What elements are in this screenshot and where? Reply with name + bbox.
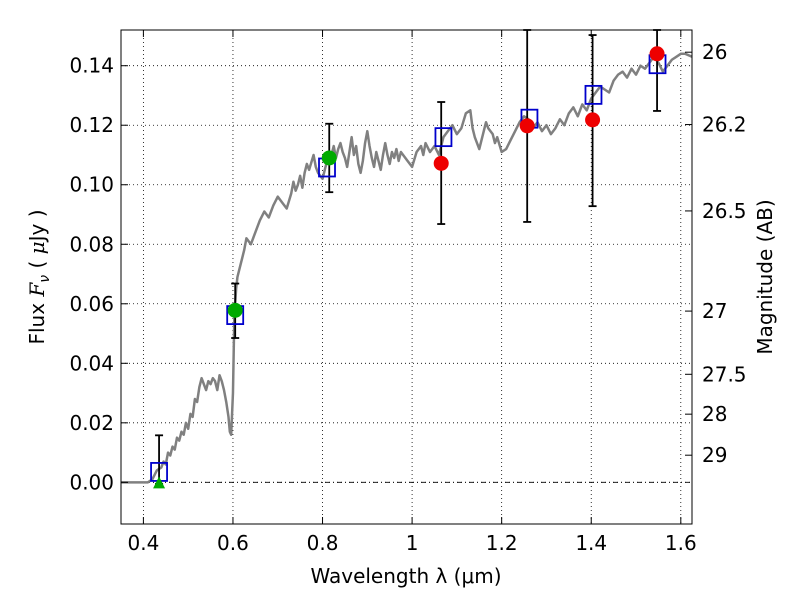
photometry-square <box>584 84 603 105</box>
x-tick-label: 1 <box>406 531 419 555</box>
green-detection-point <box>227 302 243 318</box>
x-tick-label: 0.6 <box>217 531 249 555</box>
photometry-square <box>434 127 453 148</box>
y-tick-label: 0.08 <box>69 232 114 256</box>
axis-ticks <box>121 30 692 524</box>
mag-tick-label: 28 <box>702 402 727 426</box>
green-detection-point <box>321 150 337 166</box>
y-tick-label: 0.04 <box>69 351 114 375</box>
mag-tick-label: 26.2 <box>702 113 747 137</box>
red-detection-point <box>433 155 449 171</box>
plot-frame <box>120 29 693 525</box>
x-tick-label: 1.6 <box>665 531 697 555</box>
marker-layer <box>150 46 667 489</box>
red-detection-point <box>519 118 535 134</box>
y-axis-label-right: Magnitude (AB) <box>753 199 777 354</box>
y-tick-label: 0.12 <box>69 113 114 137</box>
spectrum-line <box>121 52 693 484</box>
green-triangle-point <box>153 476 166 489</box>
y-tick-label: 0.06 <box>69 292 114 316</box>
y-label-mid: ( <box>25 254 49 275</box>
x-tick-label: 0.4 <box>127 531 159 555</box>
mag-tick-label: 29 <box>702 443 727 467</box>
y-label-prefix: Flux <box>25 297 49 345</box>
y-tick-label: 0.02 <box>69 411 114 435</box>
red-detection-point <box>649 46 665 62</box>
mag-tick-label: 27 <box>702 299 727 323</box>
y-label-unit-symbol: μ <box>25 241 49 254</box>
mag-tick-label: 26 <box>702 40 727 64</box>
mag-tick-label: 26.5 <box>702 199 747 223</box>
red-detection-point <box>585 112 601 128</box>
x-axis-label: Wavelength λ (μm) <box>310 564 501 588</box>
x-tick-label: 1.2 <box>486 531 518 555</box>
mag-tick-label: 27.5 <box>702 362 747 386</box>
x-tick-label: 1.4 <box>575 531 607 555</box>
y-label-symbol: F <box>25 282 49 298</box>
y-label-unit-rest: Jy ) <box>25 209 49 243</box>
y-axis-label-left: Flux Fν ( μJy ) <box>25 209 53 344</box>
y-tick-label: 0.00 <box>69 470 114 494</box>
spectrum-layer <box>121 52 693 484</box>
x-tick-label: 0.8 <box>307 531 339 555</box>
tick-labels: 0.4 0.6 0.8 1 1.2 1.4 1.6 0.00 0.02 0.04 0.06 0.08 0… <box>69 40 746 555</box>
y-label-subscript: ν <box>37 275 53 283</box>
y-tick-label: 0.14 <box>69 54 114 78</box>
y-tick-label: 0.10 <box>69 173 114 197</box>
